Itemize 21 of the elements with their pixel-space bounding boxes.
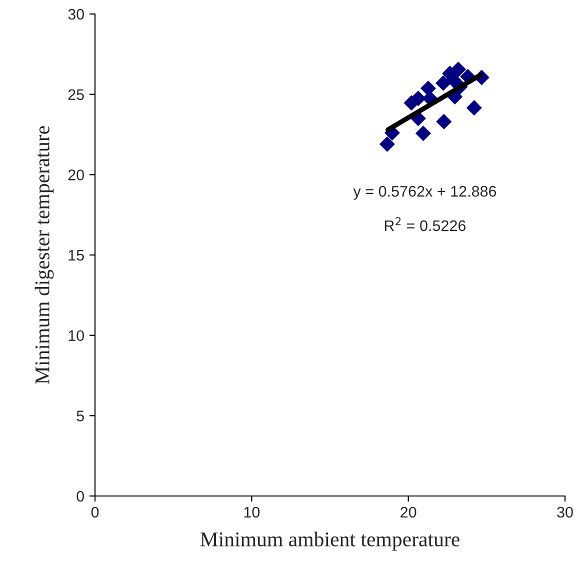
- point: [436, 75, 451, 91]
- y-tick-label: 25: [68, 89, 84, 100]
- point: [466, 100, 482, 116]
- point: [410, 90, 426, 106]
- x-tick-label: 10: [244, 506, 260, 518]
- x-tick-label: 20: [400, 506, 416, 518]
- point: [380, 136, 395, 152]
- y-tick-label: 15: [68, 250, 84, 261]
- point: [436, 114, 452, 130]
- annotation: y = 0.5762x + 12.886: [353, 186, 496, 200]
- y-tick-label: 10: [68, 330, 84, 342]
- x-tick-label: 30: [557, 506, 573, 518]
- y-tick-label: 30: [68, 8, 84, 20]
- x-tick-label: 0: [91, 506, 99, 518]
- annotation: R$^{2}$ = 0.5226: [384, 217, 466, 232]
- y-tick-label: 20: [68, 170, 84, 180]
- point: [416, 126, 431, 142]
- x-axis-title: Minimum ambient temperature: [200, 532, 460, 551]
- y-axis-title: Minimum digester temperature: [34, 126, 54, 384]
- y-tick-label: 0: [76, 490, 84, 502]
- y-tick-label: 5: [76, 410, 84, 422]
